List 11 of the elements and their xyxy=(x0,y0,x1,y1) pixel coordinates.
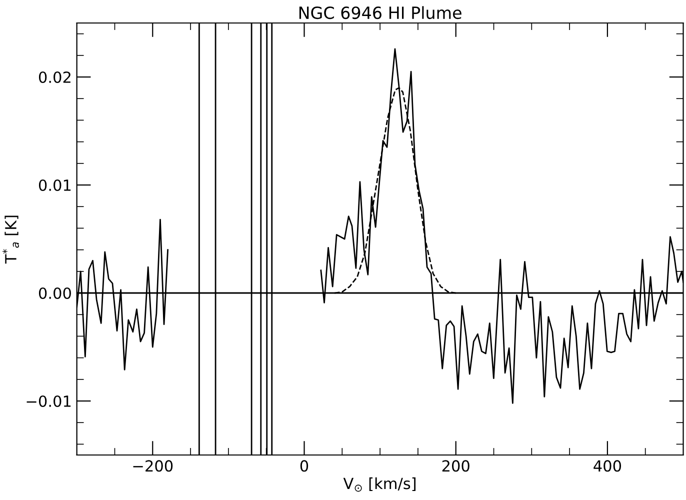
y-axis-title: T$^{*}$$_{a}$ [K] xyxy=(2,216,19,264)
x-tick-label: 400 xyxy=(594,460,622,472)
x-tick-label: −200 xyxy=(133,460,173,472)
y-tick-label: 0.00 xyxy=(38,287,71,300)
x-tick-label: 200 xyxy=(442,460,470,472)
chart-title: NGC 6946 HI Plume xyxy=(299,6,462,20)
y-tick-label: 0.01 xyxy=(38,179,71,192)
x-axis-title: V$_{⊙}$ [km/s] xyxy=(343,477,416,492)
x-tick-label: 0 xyxy=(300,460,308,472)
y-tick-label: −0.01 xyxy=(26,395,71,408)
y-tick-label: 0.02 xyxy=(38,71,70,84)
